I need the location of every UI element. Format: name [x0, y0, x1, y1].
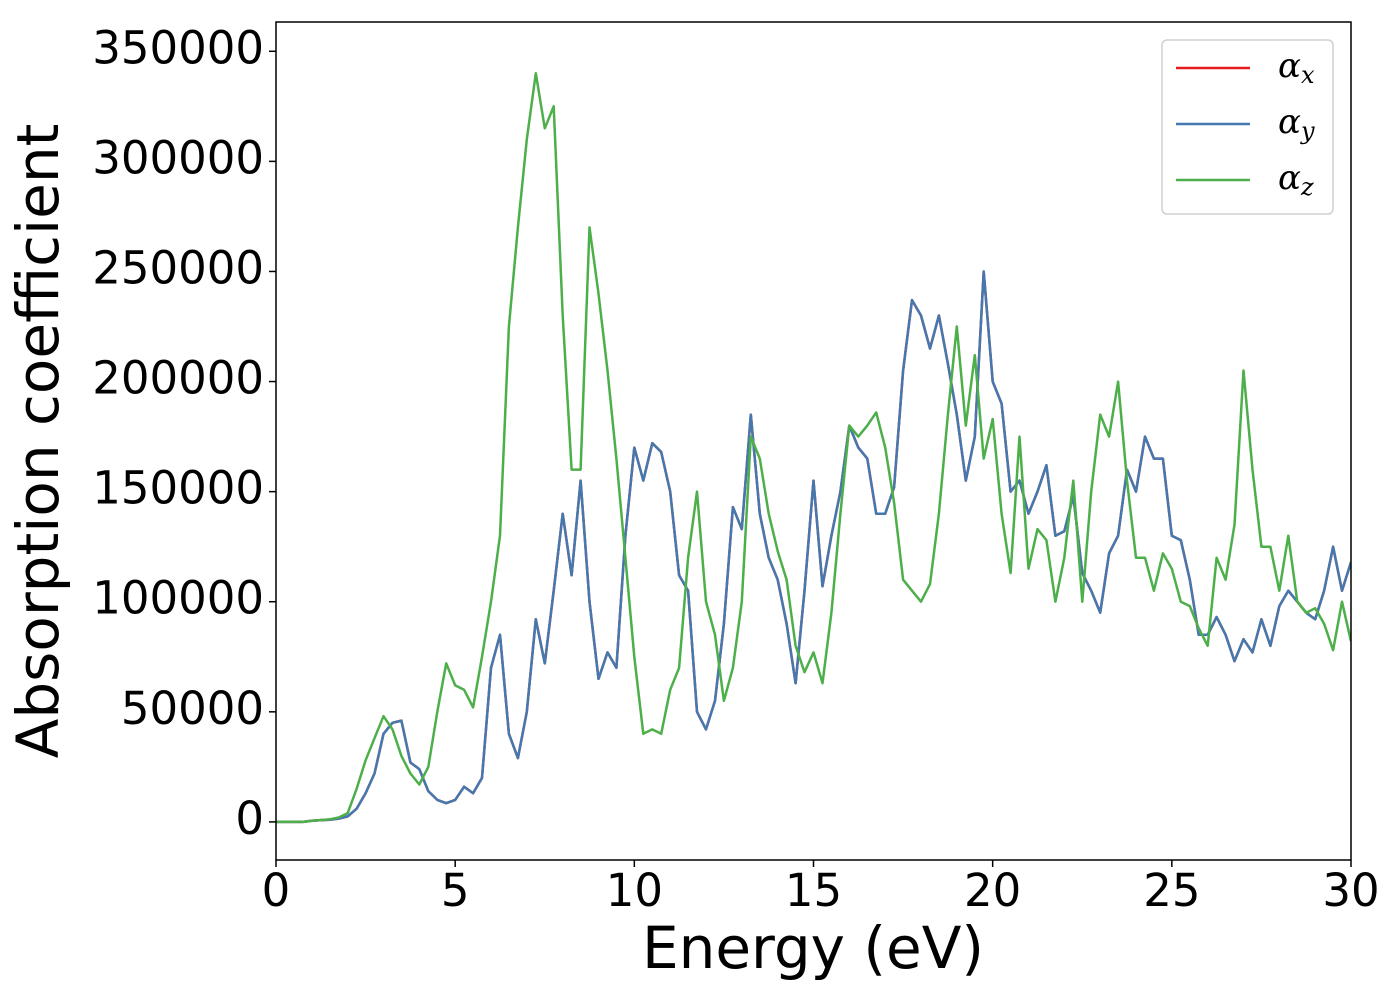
legend-sub: y — [1300, 117, 1315, 145]
y-axis-label: Absorption coefficient — [4, 124, 72, 759]
legend-base: α — [1278, 46, 1301, 86]
x-tick-label: 15 — [785, 864, 842, 917]
y-tick-label: 350000 — [92, 21, 264, 74]
x-axis-label: Energy (eV) — [642, 914, 984, 982]
legend-base: α — [1278, 158, 1301, 198]
data-line — [276, 270, 1351, 824]
legend-base: α — [1278, 102, 1301, 142]
x-tick-label: 5 — [441, 864, 470, 917]
legend-label: αx — [1278, 46, 1315, 89]
legend-box — [1161, 39, 1334, 215]
y-tick-label: 0 — [235, 792, 264, 845]
y-tick-label: 100000 — [92, 572, 264, 625]
y-tick-label: 150000 — [92, 462, 264, 515]
y-tick-label: 250000 — [92, 241, 264, 294]
x-tick-label: 30 — [1322, 864, 1379, 917]
data-line — [276, 72, 1351, 824]
legend-sub: z — [1300, 173, 1314, 201]
y-tick-label: 50000 — [121, 682, 264, 735]
data-line — [276, 270, 1351, 824]
y-tick-label: 200000 — [92, 352, 264, 405]
x-tick-label: 10 — [606, 864, 663, 917]
legend-sub: x — [1301, 61, 1315, 89]
legend-label: αy — [1278, 102, 1315, 145]
y-tick-label: 300000 — [92, 131, 264, 184]
x-tick-label: 0 — [262, 864, 291, 917]
x-tick-label: 25 — [1143, 864, 1200, 917]
plot-frame — [275, 21, 1352, 861]
legend-label: αz — [1278, 158, 1314, 201]
x-tick-label: 20 — [964, 864, 1021, 917]
plot — [276, 72, 1351, 824]
